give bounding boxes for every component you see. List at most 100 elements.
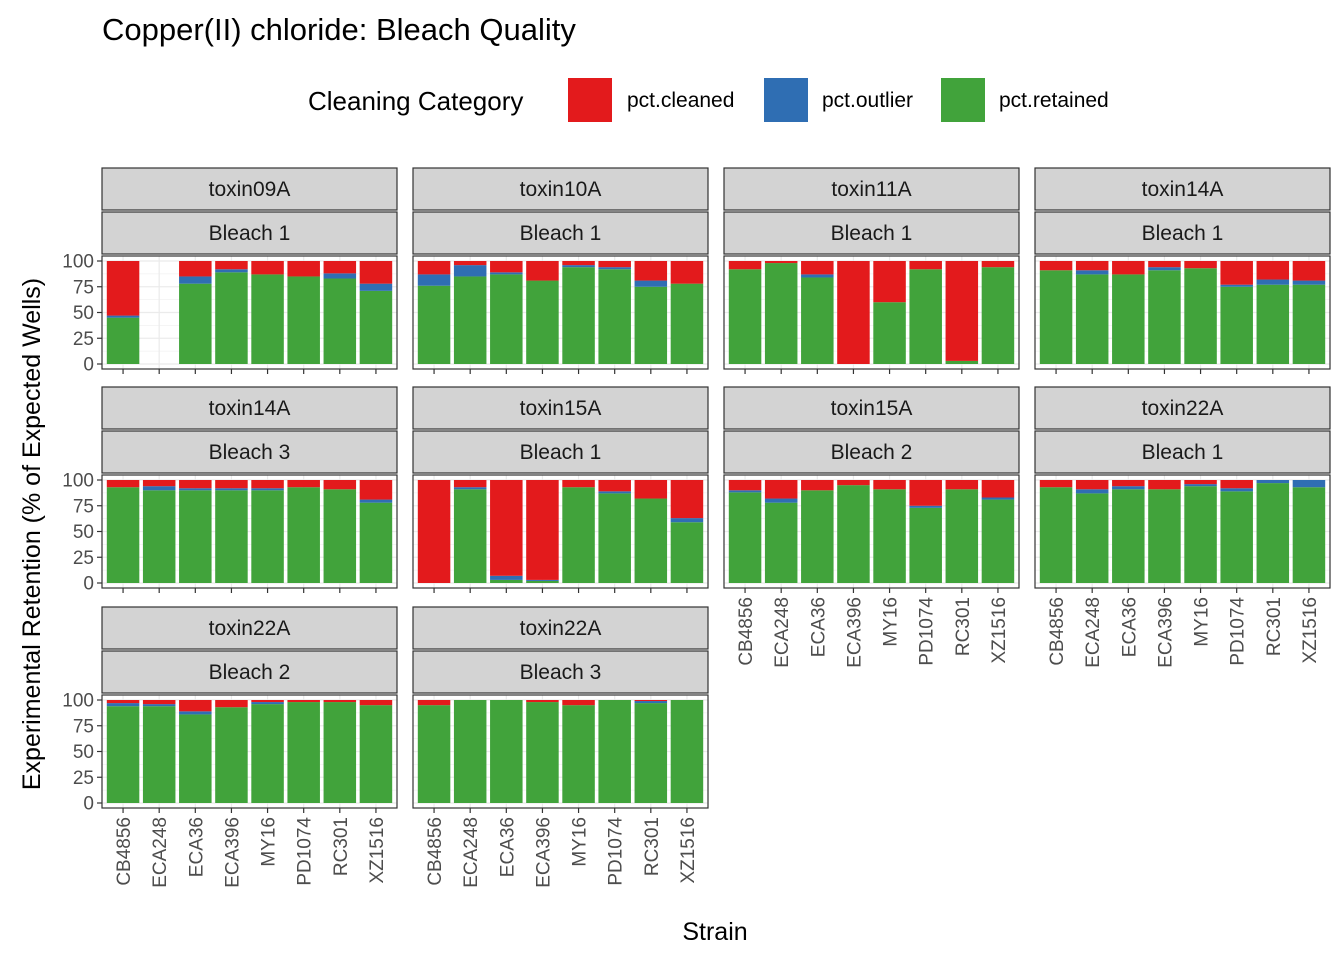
y-tick-label: 100 <box>62 471 94 492</box>
bar-retained-eca396 <box>1148 489 1181 583</box>
bar-cleaned-rc301 <box>945 261 979 361</box>
strip-toxin <box>1034 167 1331 211</box>
bar-retained-rc301 <box>323 702 357 803</box>
bar-cleaned-cb4856 <box>728 480 762 491</box>
panel-border <box>412 474 709 589</box>
bar-retained-pd1074 <box>909 507 942 583</box>
bar-cleaned-eca248 <box>142 480 176 487</box>
y-axis: 0 25 50 75 100 <box>62 252 102 376</box>
bar-cleaned-eca248 <box>142 700 176 705</box>
bar-retained-rc301 <box>945 360 979 364</box>
bar-cleaned-cb4856 <box>728 261 762 270</box>
bar-cleaned-pd1074 <box>1220 261 1253 285</box>
strip-toxin <box>101 606 398 650</box>
bar-outlier-eca248 <box>142 704 176 707</box>
x-tick-label-my16: MY16 <box>881 597 902 647</box>
bar-retained-pd1074 <box>598 493 631 583</box>
bar-outlier-xz1516 <box>1292 280 1326 285</box>
strip-bleach-label: Bleach 1 <box>209 222 291 245</box>
bar-cleaned-my16 <box>251 261 284 275</box>
strip-bleach <box>101 430 398 474</box>
x-tick-label-xz1516: XZ1516 <box>989 597 1010 664</box>
bar-retained-cb4856 <box>1039 487 1073 583</box>
x-tick-label-eca36: ECA36 <box>1119 597 1140 657</box>
strip-toxin-label: toxin14A <box>209 397 291 420</box>
bar-retained-pd1074 <box>287 487 320 583</box>
bar-retained-my16 <box>873 489 906 583</box>
x-axis <box>122 588 377 593</box>
bar-cleaned-rc301 <box>323 480 357 490</box>
y-tick-label: 75 <box>73 277 94 298</box>
bar-outlier-eca36 <box>179 276 212 284</box>
bar-retained-xz1516 <box>670 522 704 583</box>
y-tick-label: 75 <box>73 496 94 517</box>
panel-toxin22a-bleach-2: toxin22A Bleach 2 0 25 50 75 100 CB4856 ECA248 EC… <box>62 606 398 888</box>
y-tick-label: 50 <box>73 303 94 324</box>
bar-cleaned-my16 <box>873 480 906 490</box>
bar-retained-rc301 <box>1256 483 1290 583</box>
bar-cleaned-my16 <box>562 480 595 488</box>
bar-retained-my16 <box>1184 268 1217 364</box>
bar-cleaned-my16 <box>562 700 595 706</box>
strip-toxin-label: toxin22A <box>1142 397 1224 420</box>
y-tick-label: 75 <box>73 716 94 737</box>
bar-retained-my16 <box>251 274 284 364</box>
bar-cleaned-cb4856 <box>417 480 451 583</box>
bar-outlier-rc301 <box>1256 279 1290 285</box>
bar-outlier-cb4856 <box>417 274 451 286</box>
bar-retained-eca396 <box>526 280 559 364</box>
bar-outlier-eca248 <box>1075 270 1109 275</box>
bar-retained-eca248 <box>453 489 487 583</box>
x-tick-label-rc301: RC301 <box>642 817 663 876</box>
x-axis <box>433 588 688 593</box>
strip-bleach <box>723 430 1020 474</box>
bar-retained-my16 <box>562 267 595 364</box>
strip-toxin <box>412 606 709 650</box>
bar-retained-eca248 <box>453 700 487 803</box>
bar-cleaned-eca396 <box>526 700 559 703</box>
bar-retained-my16 <box>251 704 284 803</box>
bar-cleaned-eca396 <box>1148 480 1181 490</box>
bar-outlier-xz1516 <box>1292 480 1326 488</box>
bar-cleaned-eca36 <box>801 261 834 275</box>
strip-toxin <box>723 386 1020 430</box>
bars <box>1039 480 1326 583</box>
bar-cleaned-eca396 <box>215 480 248 489</box>
bar-retained-rc301 <box>323 278 357 364</box>
x-tick-label-eca396: ECA396 <box>1155 597 1176 668</box>
x-axis: CB4856 ECA248 ECA36 ECA396 MY16 PD1074 RC301 XZ… <box>1047 588 1321 668</box>
bar-retained-cb4856 <box>1039 270 1073 364</box>
bars <box>417 261 704 364</box>
bar-cleaned-rc301 <box>1256 261 1290 280</box>
bar-outlier-my16 <box>251 488 284 491</box>
bar-cleaned-pd1074 <box>287 480 320 488</box>
legend-key-pct-retained <box>941 78 985 122</box>
bar-retained-cb4856 <box>417 705 451 803</box>
legend-label-pct-retained: pct.retained <box>999 89 1109 112</box>
bar-cleaned-cb4856 <box>1039 480 1073 488</box>
x-axis: CB4856 ECA248 ECA36 ECA396 MY16 PD1074 RC301 XZ… <box>114 808 388 888</box>
x-tick-label-eca396: ECA396 <box>222 817 243 888</box>
bar-cleaned-eca248 <box>1075 480 1109 490</box>
bar-outlier-rc301 <box>634 280 668 287</box>
bar-outlier-eca36 <box>179 488 212 491</box>
strip-bleach-label: Bleach 3 <box>520 661 602 684</box>
bar-outlier-eca248 <box>764 498 798 503</box>
x-tick-label-pd1074: PD1074 <box>606 817 627 886</box>
x-tick-label-cb4856: CB4856 <box>736 597 757 666</box>
x-tick-label-xz1516: XZ1516 <box>678 817 699 884</box>
chart-title: Copper(II) chloride: Bleach Quality <box>102 12 576 47</box>
strip-toxin-label: toxin09A <box>209 178 291 201</box>
bar-outlier-cb4856 <box>106 703 140 707</box>
bar-retained-eca248 <box>1075 274 1109 364</box>
x-tick-label-eca248: ECA248 <box>772 597 793 668</box>
bar-retained-eca36 <box>490 274 523 364</box>
bars <box>728 480 1015 583</box>
bar-cleaned-eca248 <box>764 261 798 264</box>
panel-border <box>1034 474 1331 589</box>
bar-cleaned-eca36 <box>1112 480 1145 487</box>
legend-key-pct-cleaned <box>568 78 612 122</box>
bar-outlier-eca36 <box>490 575 523 580</box>
bar-retained-eca36 <box>1112 274 1145 364</box>
